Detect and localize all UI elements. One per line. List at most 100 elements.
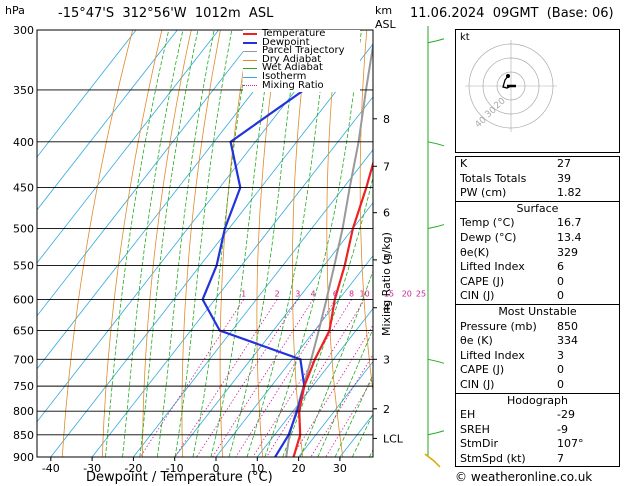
hodo-label: StmSpd (kt) bbox=[460, 451, 526, 465]
surface-value: 6 bbox=[557, 260, 564, 274]
wet-adiabat bbox=[122, 30, 184, 457]
km-tick-label: LCL bbox=[383, 432, 404, 445]
temp-tick-label: -20 bbox=[124, 462, 142, 475]
hodo-row: SREH -9 bbox=[456, 423, 619, 438]
isotherm-line bbox=[50, 43, 373, 457]
unstable-row: Pressure (mb) 850 bbox=[456, 320, 619, 335]
hodo-value: 107° bbox=[557, 437, 584, 451]
surface-row: CAPE (J) 0 bbox=[456, 275, 619, 290]
temp-tick-label: 0 bbox=[213, 462, 220, 475]
legend-label: Dry Adiabat bbox=[262, 53, 322, 65]
legend-entry: Parcel Trajectory bbox=[243, 45, 360, 57]
temp-tick-label: -30 bbox=[83, 462, 101, 475]
hodo-row: StmDir 107° bbox=[456, 437, 619, 452]
mixing-ratio-label: 15 bbox=[384, 289, 394, 298]
surface-label: Lifted Index bbox=[460, 260, 525, 274]
temperature-line bbox=[292, 159, 373, 457]
pressure-tick-label: 750 bbox=[13, 380, 34, 393]
x-axis-title: Dewpoint / Temperature (°C) bbox=[86, 470, 273, 485]
hodo-row: EH -29 bbox=[456, 408, 619, 423]
unstable-label: Pressure (mb) bbox=[460, 319, 537, 333]
legend-label: Mixing Ratio bbox=[262, 79, 324, 91]
hodograph-plot: 40 30 20 bbox=[465, 40, 557, 132]
legend-label: Dewpoint bbox=[262, 36, 310, 48]
wind-barb bbox=[427, 358, 445, 364]
temp-tick-label: 10 bbox=[250, 462, 264, 475]
legend-swatch bbox=[243, 33, 257, 36]
mixing-ratio-label: 10 bbox=[360, 289, 370, 298]
y-axis-title-right: Mixing Ratio (g/kg) bbox=[380, 232, 393, 336]
unstable-row: CIN (J) 0 bbox=[456, 378, 619, 393]
temp-tick-label: -10 bbox=[166, 462, 184, 475]
index-row: PW (cm) 1.82 bbox=[456, 186, 619, 201]
legend-entry: Temperature bbox=[243, 29, 360, 39]
pressure-tick-label: 450 bbox=[13, 182, 34, 195]
index-value: 1.82 bbox=[557, 186, 582, 200]
legend-entry: Wet Adiabat bbox=[243, 62, 360, 74]
pressure-tick-label: 500 bbox=[13, 223, 34, 236]
unstable-value: 0 bbox=[557, 377, 564, 391]
legend: Temperature Dewpoint Parcel Trajectory Dry … bbox=[243, 29, 360, 92]
index-row: K 27 bbox=[456, 157, 619, 172]
dry-adiabat bbox=[256, 30, 280, 457]
km-tick-label: 4 bbox=[383, 302, 390, 315]
hodo-value: 7 bbox=[557, 451, 564, 465]
surface-label: θe(K) bbox=[460, 245, 490, 259]
legend-label: Wet Adiabat bbox=[262, 62, 323, 74]
hodograph-box: kt 40 30 20 bbox=[455, 29, 620, 153]
hodograph-storm-motion bbox=[506, 74, 510, 78]
pressure-tick-label: 900 bbox=[13, 451, 34, 464]
location-title: -15°47'S 312°56'W 1012m ASL bbox=[58, 6, 274, 21]
index-row: Totals Totals 39 bbox=[456, 172, 619, 187]
temp-tick-label: 20 bbox=[292, 462, 306, 475]
legend-label: Isotherm bbox=[262, 70, 307, 82]
surface-row: Lifted Index 6 bbox=[456, 260, 619, 275]
unstable-row: θe (K) 334 bbox=[456, 334, 619, 349]
credit: © weatheronline.co.uk bbox=[455, 470, 593, 484]
hodograph-trace bbox=[502, 75, 512, 89]
unstable-value: 850 bbox=[557, 319, 578, 333]
wind-barb bbox=[427, 141, 445, 147]
surface-value: 13.4 bbox=[557, 230, 582, 244]
unstable-value: 0 bbox=[557, 363, 564, 377]
unstable-title: Most Unstable bbox=[498, 304, 577, 318]
km-tick-label: 6 bbox=[383, 207, 390, 220]
index-label: Totals Totals bbox=[460, 171, 527, 185]
hodo-value: -9 bbox=[557, 422, 568, 436]
unstable-label: Lifted Index bbox=[460, 348, 525, 362]
pressure-tick-label: 850 bbox=[13, 429, 34, 442]
mixing-ratio-label: 1 bbox=[241, 289, 246, 298]
wet-adiabat bbox=[156, 30, 215, 457]
mixing-ratio-label: 25 bbox=[416, 289, 426, 298]
dry-adiabat bbox=[181, 30, 221, 457]
isotherm-line bbox=[37, 30, 219, 264]
legend-swatch bbox=[243, 85, 257, 87]
dry-adiabat bbox=[142, 30, 192, 457]
wind-barb bbox=[427, 224, 445, 230]
legend-swatch bbox=[243, 68, 257, 70]
pressure-tick-label: 800 bbox=[13, 405, 34, 418]
legend-swatch bbox=[243, 50, 257, 52]
surface-value: 16.7 bbox=[557, 216, 582, 230]
temp-tick-label: 30 bbox=[333, 462, 347, 475]
index-label: K bbox=[460, 157, 468, 170]
pressure-tick-label: 600 bbox=[13, 293, 34, 306]
legend-label: Parcel Trajectory bbox=[262, 45, 345, 57]
surface-label: Dewp (°C) bbox=[460, 230, 517, 244]
surface-value: 329 bbox=[557, 245, 578, 259]
dry-adiabat bbox=[326, 30, 344, 457]
surface-wind-barb bbox=[424, 453, 441, 468]
wind-barb bbox=[427, 430, 445, 436]
unstable-label: CAPE (J) bbox=[460, 363, 505, 377]
hodo-label: SREH bbox=[460, 422, 490, 436]
surface-row: CIN (J) 0 bbox=[456, 289, 619, 304]
wet-adiabat bbox=[299, 269, 373, 457]
km-label: km bbox=[375, 4, 393, 17]
mixing-ratio-line bbox=[196, 299, 299, 457]
pressure-tick-label: 700 bbox=[13, 353, 34, 366]
km-tick-label: 2 bbox=[383, 403, 390, 416]
index-value: 39 bbox=[557, 171, 571, 185]
pressure-tick-label: 550 bbox=[13, 260, 34, 273]
hodo-label: EH bbox=[460, 408, 476, 422]
